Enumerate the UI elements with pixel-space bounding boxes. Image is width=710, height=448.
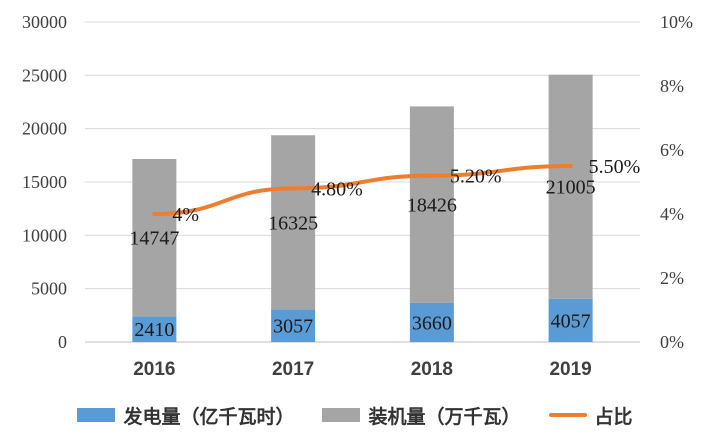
right-tick-label: 10% <box>660 12 693 32</box>
data-label-capacity: 18426 <box>407 195 457 217</box>
right-tick-label: 2% <box>660 268 684 288</box>
bar-capacity <box>271 135 316 310</box>
legend-swatch-share <box>548 413 587 417</box>
left-tick-label: 30000 <box>22 12 67 32</box>
chart: 0 5000 10000 15000 20000 25000 30000 0% 2% 4% 6% 8… <box>22 12 693 380</box>
right-tick-label: 4% <box>660 204 684 224</box>
legend-label-share: 占比 <box>594 405 633 428</box>
line-share <box>152 164 573 216</box>
bar-capacity <box>548 74 593 299</box>
left-tick-label: 15000 <box>22 172 67 192</box>
left-tick-label: 5000 <box>31 279 67 299</box>
bar-capacity <box>132 158 177 317</box>
bar-generation <box>271 309 316 342</box>
data-label-share: 5.20% <box>450 166 502 188</box>
point-share <box>568 164 573 168</box>
share-line <box>152 164 573 216</box>
legend-item-capacity: 装机量（万千瓦） <box>322 402 521 429</box>
data-label-generation: 3660 <box>412 312 452 334</box>
data-label-capacity: 21005 <box>546 177 596 199</box>
point-share <box>152 212 157 216</box>
right-tick-label: 0% <box>660 332 684 352</box>
legend-item-share: 占比 <box>548 402 633 429</box>
gridlines <box>85 21 640 343</box>
left-axis-ticks: 0 5000 10000 15000 20000 25000 30000 <box>22 12 67 352</box>
legend-swatch-capacity <box>322 408 361 422</box>
legend-label-generation: 发电量（亿千瓦时） <box>123 405 295 428</box>
bar-generation <box>132 316 177 342</box>
data-label-generation: 2410 <box>134 319 174 341</box>
right-axis-ticks: 0% 2% 4% 6% 8% 10% <box>660 12 693 352</box>
left-tick-label: 25000 <box>22 65 67 85</box>
left-tick-label: 10000 <box>22 225 67 245</box>
data-label-share: 4% <box>172 204 199 226</box>
bar-capacity <box>409 106 454 303</box>
category-label: 2019 <box>549 359 591 380</box>
data-labels: 2410 14747 3057 16325 3660 18426 4057 21005 4% 4.… <box>129 156 640 341</box>
category-label: 2018 <box>411 359 453 380</box>
data-label-generation: 4057 <box>551 310 591 332</box>
data-label-capacity: 16325 <box>268 212 318 234</box>
legend-swatch-generation <box>77 408 116 422</box>
data-label-capacity: 14747 <box>129 228 179 250</box>
data-label-share: 4.80% <box>311 178 363 200</box>
right-tick-label: 6% <box>660 140 684 160</box>
legend: 发电量（亿千瓦时） 装机量（万千瓦） 占比 <box>0 398 710 432</box>
category-label: 2016 <box>133 359 175 380</box>
data-label-generation: 3057 <box>273 316 313 338</box>
bar-generation <box>548 298 593 342</box>
point-share <box>291 186 296 191</box>
category-label: 2017 <box>272 359 314 380</box>
bar-generation <box>409 302 454 342</box>
point-share <box>429 173 434 178</box>
category-labels: 2016 2017 2018 2019 <box>133 359 592 380</box>
legend-item-generation: 发电量（亿千瓦时） <box>77 402 294 429</box>
right-tick-label: 8% <box>660 76 684 96</box>
left-tick-label: 20000 <box>22 119 67 139</box>
data-label-share: 5.50% <box>589 156 641 178</box>
bars <box>132 74 593 342</box>
left-tick-label: 0 <box>58 332 67 352</box>
legend-label-capacity: 装机量（万千瓦） <box>368 405 521 428</box>
